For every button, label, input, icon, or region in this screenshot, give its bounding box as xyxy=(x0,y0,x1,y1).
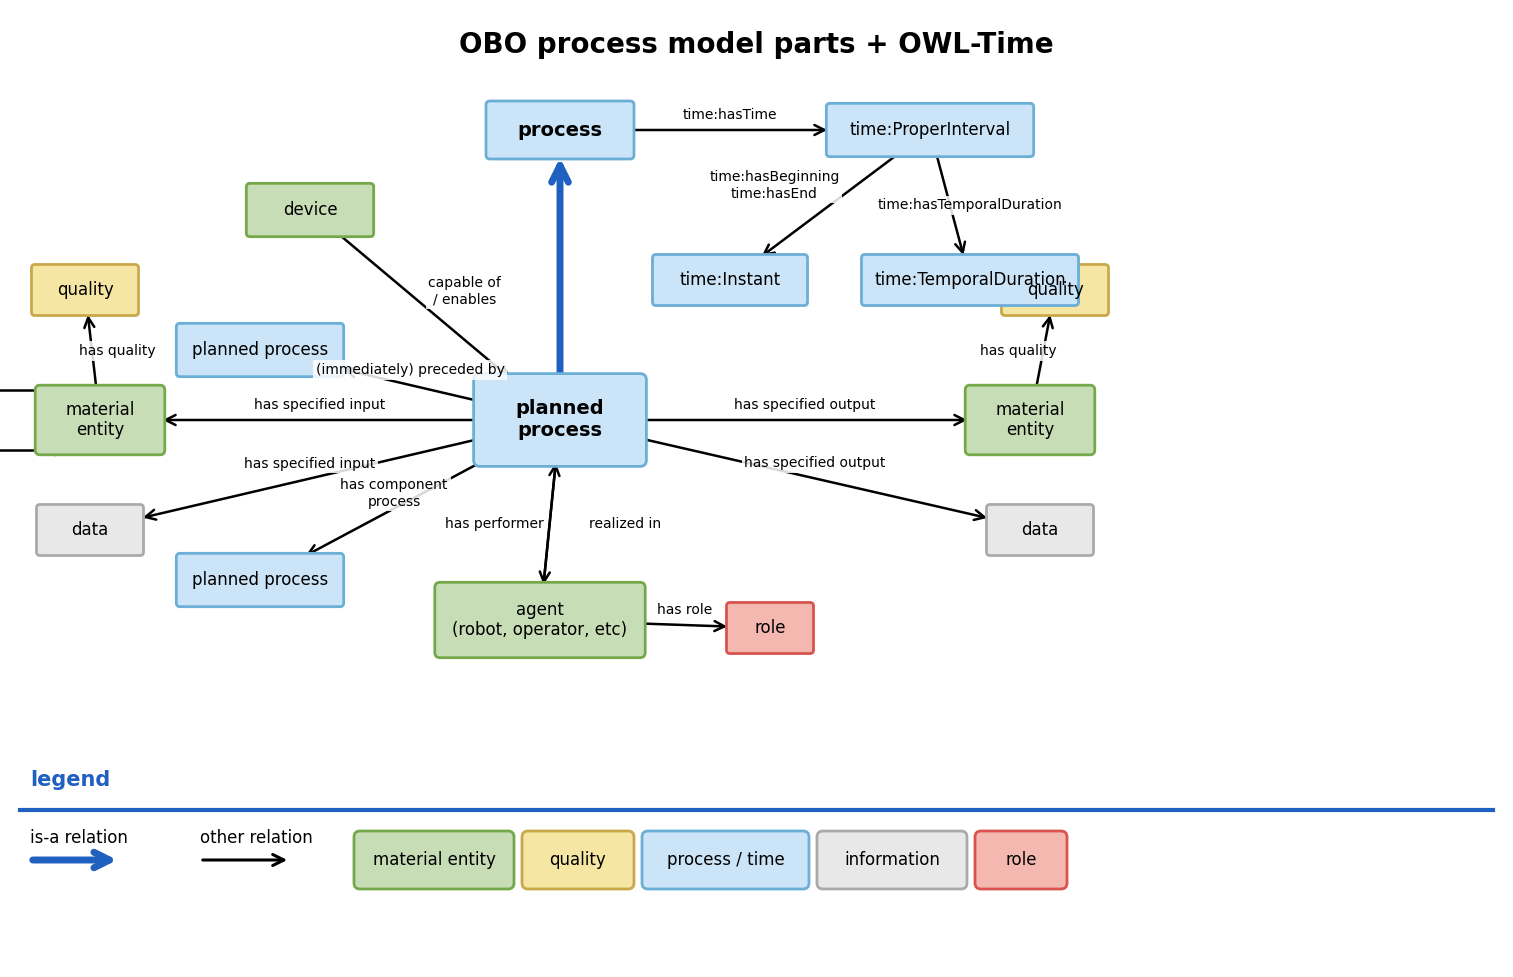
Text: has specified input: has specified input xyxy=(245,456,375,471)
FancyBboxPatch shape xyxy=(974,831,1067,889)
Text: time:hasTime: time:hasTime xyxy=(682,108,778,122)
Text: has specified output: has specified output xyxy=(734,398,876,412)
Text: capable of
/ enables: capable of / enables xyxy=(428,276,501,307)
Text: has quality: has quality xyxy=(79,344,156,358)
FancyBboxPatch shape xyxy=(826,104,1033,156)
FancyBboxPatch shape xyxy=(522,831,634,889)
Text: process: process xyxy=(517,120,602,140)
Text: (immediately) preceded by: (immediately) preceded by xyxy=(316,363,504,377)
Text: data: data xyxy=(71,521,109,539)
Text: process / time: process / time xyxy=(667,851,784,869)
Text: quality: quality xyxy=(56,281,113,299)
FancyBboxPatch shape xyxy=(354,831,514,889)
FancyBboxPatch shape xyxy=(642,831,809,889)
FancyBboxPatch shape xyxy=(177,553,343,607)
Text: planned process: planned process xyxy=(192,571,328,589)
Text: information: information xyxy=(844,851,940,869)
Text: other relation: other relation xyxy=(200,829,313,847)
FancyBboxPatch shape xyxy=(32,265,139,316)
Text: material
entity: material entity xyxy=(65,401,135,440)
FancyBboxPatch shape xyxy=(486,101,634,159)
Text: material entity: material entity xyxy=(372,851,495,869)
FancyBboxPatch shape xyxy=(474,373,646,466)
FancyBboxPatch shape xyxy=(965,385,1095,455)
FancyBboxPatch shape xyxy=(247,184,374,236)
FancyBboxPatch shape xyxy=(652,254,808,306)
Text: time:hasBeginning
time:hasEnd: time:hasBeginning time:hasEnd xyxy=(710,170,840,200)
Text: time:hasTemporalDuration: time:hasTemporalDuration xyxy=(878,198,1062,213)
FancyBboxPatch shape xyxy=(434,582,645,658)
FancyBboxPatch shape xyxy=(177,323,343,377)
FancyBboxPatch shape xyxy=(36,504,144,556)
Text: time:ProperInterval: time:ProperInterval xyxy=(849,121,1011,139)
Text: quality: quality xyxy=(549,851,607,869)
FancyBboxPatch shape xyxy=(861,254,1079,306)
Text: planned process: planned process xyxy=(192,341,328,359)
Text: role: role xyxy=(1005,851,1036,869)
Text: data: data xyxy=(1021,521,1059,539)
Text: legend: legend xyxy=(30,770,110,790)
Text: has specified input: has specified input xyxy=(254,398,386,412)
FancyBboxPatch shape xyxy=(726,603,814,654)
Text: has component
process: has component process xyxy=(340,479,448,509)
Text: device: device xyxy=(283,201,337,219)
FancyBboxPatch shape xyxy=(986,504,1094,556)
Text: OBO process model parts + OWL-Time: OBO process model parts + OWL-Time xyxy=(458,31,1055,59)
FancyBboxPatch shape xyxy=(35,385,165,455)
Text: realized in: realized in xyxy=(589,517,661,531)
Text: quality: quality xyxy=(1027,281,1083,299)
Text: time:TemporalDuration: time:TemporalDuration xyxy=(875,271,1065,289)
FancyBboxPatch shape xyxy=(1002,265,1109,316)
Text: time:Instant: time:Instant xyxy=(679,271,781,289)
FancyBboxPatch shape xyxy=(817,831,967,889)
Text: material
entity: material entity xyxy=(996,401,1065,440)
Text: planned
process: planned process xyxy=(516,400,604,441)
Text: role: role xyxy=(755,619,785,637)
Text: has quality: has quality xyxy=(980,344,1056,358)
Text: has role: has role xyxy=(657,603,713,617)
Text: has specified output: has specified output xyxy=(744,456,885,471)
Text: has performer: has performer xyxy=(445,517,545,531)
Text: is-a relation: is-a relation xyxy=(30,829,129,847)
Text: agent
(robot, operator, etc): agent (robot, operator, etc) xyxy=(452,601,628,639)
